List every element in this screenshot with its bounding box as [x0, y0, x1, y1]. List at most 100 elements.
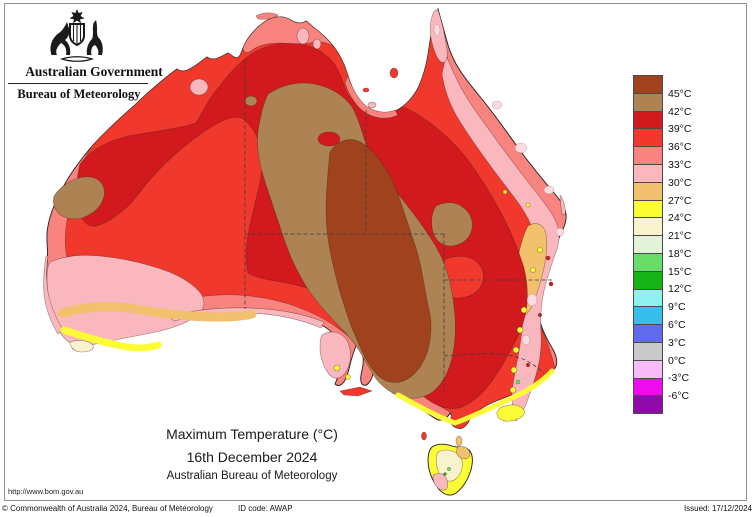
speck-green-snowy: [515, 379, 521, 385]
king-island: [421, 431, 427, 441]
kangaroo-island: [339, 386, 373, 397]
spot-cape-tip: [433, 23, 441, 37]
issued-date: Issued: 17/12/2024: [683, 504, 752, 513]
agency-title: Bureau of Meteorology: [17, 87, 141, 101]
spot-cairns: [491, 100, 503, 110]
spot-darwin: [296, 27, 310, 45]
legend-label: 9°C: [668, 301, 686, 314]
id-code: ID code: AWAP: [238, 504, 293, 513]
legend-label: 36°C: [668, 141, 692, 154]
legend-swatch: [633, 163, 663, 183]
speck-yellow: [502, 189, 508, 195]
map-frame: [4, 3, 747, 501]
tasmania-pink: [432, 472, 449, 491]
legend-swatch: [633, 128, 663, 148]
speck-yellow: [510, 366, 518, 374]
tasmania-cream: [435, 449, 463, 482]
legend-swatch: [633, 288, 663, 308]
legend-label: 0°C: [668, 354, 686, 367]
legend-label: 6°C: [668, 319, 686, 332]
tasmania: [427, 443, 473, 496]
speck-yellow: [525, 202, 531, 208]
legend-label: -3°C: [668, 372, 690, 385]
speck-dark-red: [526, 363, 530, 367]
spot-south-nsw: [521, 334, 531, 346]
legend-label: 21°C: [668, 230, 692, 243]
melville-island: [255, 12, 279, 20]
legend-swatch: [633, 181, 663, 201]
speck-yellow: [512, 346, 520, 354]
legend-swatch: [633, 252, 663, 272]
legend-swatch: [633, 359, 663, 379]
spot-townsville: [514, 142, 528, 154]
region-sw-cream-tip: [69, 340, 94, 353]
flinders-island: [455, 435, 463, 447]
region-vic-yellow-band: [395, 368, 555, 426]
speck-eyre-yellow-2: [345, 374, 351, 380]
legend-swatch: [633, 110, 663, 130]
spot-gulf: [367, 101, 377, 109]
legend-swatch: [633, 324, 663, 343]
region-red-hole: [317, 131, 341, 147]
tasmania-green-speck: [447, 467, 451, 471]
legend-swatch: [633, 270, 663, 290]
legend-swatch: [633, 199, 663, 219]
legend-label: 18°C: [668, 247, 692, 260]
legend-swatch: [633, 235, 663, 254]
speck-yellow: [530, 267, 536, 273]
australian-coat-of-arms-icon: [50, 9, 103, 62]
legend-label: 15°C: [668, 265, 692, 278]
region-above-45: [325, 139, 432, 383]
bom-url: http://www.bom.gov.au: [8, 487, 84, 496]
government-title: Australian Government: [25, 64, 163, 79]
tasmania-tan: [456, 446, 471, 460]
speck-yellow: [516, 326, 524, 334]
temperature-legend: [633, 75, 663, 415]
region-east-coast-pink: [441, 54, 560, 422]
spot-arnhem: [312, 38, 322, 50]
spot-mackay: [543, 185, 555, 195]
legend-label: 24°C: [668, 212, 692, 225]
mornington-island: [362, 87, 370, 93]
copyright-text: © Commonwealth of Australia 2024, Bureau…: [2, 504, 213, 513]
map-agency: Australian Bureau of Meteorology: [166, 470, 338, 482]
spot-fraser: [555, 227, 565, 237]
region-pilbara-brown: [53, 176, 105, 220]
region-gippsland-yellow: [496, 404, 525, 422]
speck-yellow: [509, 386, 517, 394]
speck-dark-red: [538, 313, 542, 317]
legend-label: 3°C: [668, 336, 686, 349]
spot-nsw-coast: [526, 293, 538, 307]
legend-label: 39°C: [668, 123, 692, 136]
legend-swatch: [633, 341, 663, 361]
legend-swatch: [633, 306, 663, 326]
region-west-coast-pink: [43, 255, 64, 335]
legend-label: 12°C: [668, 283, 692, 296]
speck-dark-red: [548, 281, 554, 287]
speck-eyre-yellow-1: [333, 364, 341, 372]
title-block: Maximum Temperature (°C) 16th December 2…: [92, 426, 412, 482]
region-brown-spot: [244, 95, 258, 107]
tasmania-green-speck-2: [443, 472, 447, 476]
legend-label: 42°C: [668, 105, 692, 118]
region-cape-york-tip: [429, 9, 448, 63]
fraser-island: [559, 194, 566, 216]
spot-kimberley: [189, 78, 209, 96]
region-sw-yellow-band: [60, 326, 162, 352]
header-divider: [8, 83, 148, 84]
legend-label: -6°C: [668, 390, 690, 403]
map-date: 16th December 2024: [186, 449, 318, 465]
legend-swatch: [633, 146, 663, 165]
region-gulf-fringe: [344, 75, 399, 119]
legend-swatch: [633, 75, 663, 94]
speck-yellow: [537, 247, 543, 253]
speck-dark-red: [545, 255, 551, 261]
legend-swatch: [633, 395, 663, 415]
legend-swatch: [633, 377, 663, 397]
state-borders: [244, 60, 553, 392]
speck-yellow: [520, 306, 528, 314]
legend-label: 45°C: [668, 87, 692, 100]
map-title: Maximum Temperature (°C): [166, 426, 338, 442]
